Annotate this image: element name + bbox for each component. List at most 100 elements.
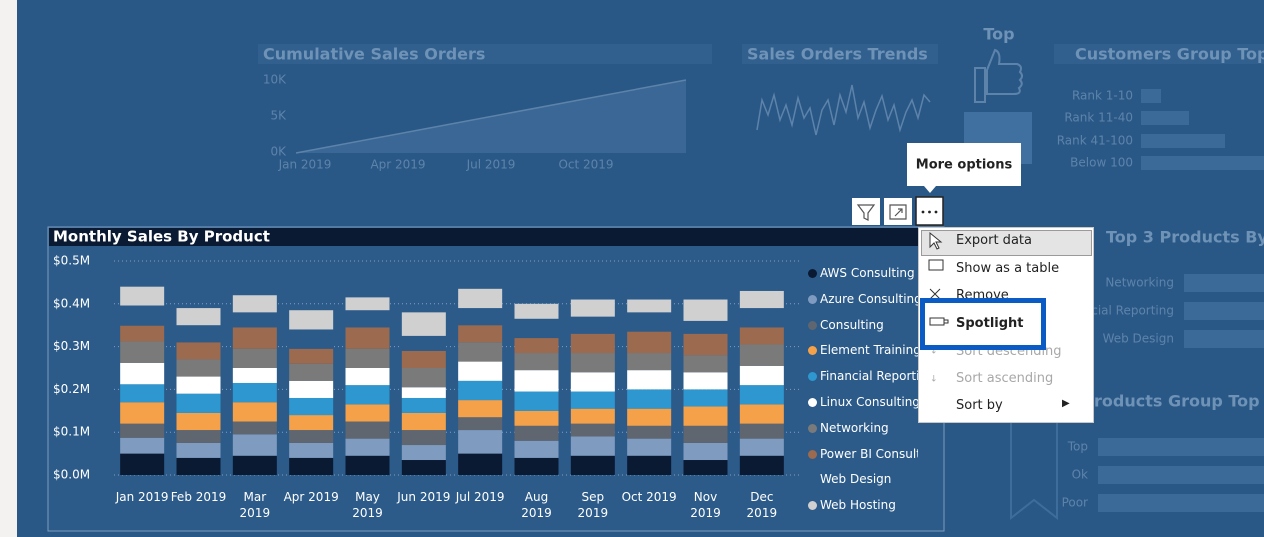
- axis-label: Jul 2019: [466, 158, 516, 172]
- bar-segment: [739, 385, 784, 405]
- x-tick-label: Dec 2019: [746, 490, 778, 520]
- filter-button[interactable]: [852, 198, 880, 225]
- bar-segment: [401, 387, 446, 398]
- legend-item: Web Hosting: [808, 496, 918, 514]
- bar-segment: [345, 421, 390, 439]
- bar-decoration: [1141, 156, 1264, 170]
- bar-segment: [739, 455, 784, 475]
- row-label: Networking: [1105, 276, 1174, 290]
- bar-segment: [120, 325, 165, 342]
- bar-segment: [627, 389, 672, 409]
- legend-swatch: [808, 449, 817, 459]
- panel-header: [258, 44, 712, 64]
- bar-segment: [683, 372, 728, 390]
- bar-segment: [120, 453, 165, 475]
- bar-segment: [120, 286, 165, 306]
- bar-segment: [570, 372, 615, 392]
- x-tick-label: May 2019: [352, 490, 383, 520]
- bar-segment: [289, 310, 334, 330]
- context-menu: [918, 227, 1094, 423]
- spotlight-highlight: [920, 298, 1046, 350]
- bar-segment: [570, 436, 615, 456]
- bar-segment: [739, 365, 784, 386]
- bar-segment: [627, 353, 672, 371]
- bar-segment: [232, 382, 277, 403]
- bar-segment: [683, 406, 728, 426]
- bar-segment: [739, 290, 784, 309]
- bar-segment: [458, 430, 503, 454]
- x-tick-label: Jul 2019: [455, 490, 505, 504]
- export-icon: [929, 231, 943, 250]
- menu-item[interactable]: Export data: [956, 233, 1032, 248]
- visual-title: roducts Group Top Ra: [1094, 392, 1264, 411]
- bar-segment: [683, 299, 728, 321]
- ribbon-icon: [1010, 407, 1058, 521]
- bar-segment: [683, 333, 728, 356]
- bar-segment: [345, 385, 390, 405]
- bar-segment: [401, 312, 446, 336]
- bar-segment: [458, 417, 503, 431]
- menu-item[interactable]: Spotlight: [956, 316, 1024, 331]
- y-tick-label: $0.2M: [53, 382, 90, 396]
- bar-segment: [176, 325, 221, 343]
- bar-segment: [627, 331, 672, 354]
- legend-label: Element Training: [820, 343, 918, 358]
- menu-item[interactable]: Sort ascending: [956, 371, 1054, 386]
- bar-segment: [289, 457, 334, 475]
- bar-segment: [401, 335, 446, 351]
- dot: [928, 210, 931, 214]
- bar-segment: [627, 438, 672, 456]
- bar-segment: [176, 376, 221, 394]
- tooltip: [907, 143, 1021, 186]
- focus-button[interactable]: [884, 198, 912, 225]
- bar-segment: [289, 363, 334, 381]
- bar-segment: [289, 329, 334, 349]
- bar-segment: [401, 397, 446, 413]
- y-tick-label: $0.3M: [53, 339, 90, 353]
- legend-item: Consulting: [808, 316, 918, 334]
- thumb-icon: [974, 48, 1023, 103]
- bar-segment: [683, 442, 728, 461]
- bar-segment: [401, 430, 446, 446]
- bar-segment: [514, 425, 559, 441]
- legend-swatch: [808, 398, 817, 407]
- bar-decoration: [1141, 111, 1189, 125]
- bar-segment: [458, 400, 503, 418]
- legend-label: Financial Reporting: [820, 369, 918, 384]
- legend-swatch: [808, 501, 817, 511]
- legend-item: Networking: [808, 419, 918, 437]
- bar-decoration: [1184, 330, 1264, 348]
- panel-header: [742, 44, 938, 64]
- x-tick-label: Feb 2019: [170, 490, 227, 504]
- row-label: Below 100: [1070, 156, 1133, 170]
- legend-swatch: [808, 320, 817, 330]
- bar-decoration: [1141, 134, 1225, 148]
- bar-segment: [514, 410, 559, 426]
- bar-decoration: [1098, 438, 1264, 456]
- bar-decoration: [1098, 494, 1264, 512]
- visual-title: Top 3 Products By Sa: [1106, 228, 1264, 247]
- bar-segment: [739, 438, 784, 456]
- bar-segment: [458, 342, 503, 362]
- legend-item: Linux Consulting: [808, 393, 918, 411]
- legend-label: Networking: [820, 420, 889, 435]
- x-tick-label: Jan 2019: [115, 490, 169, 504]
- bar-segment: [458, 453, 503, 475]
- bar-segment: [458, 288, 503, 309]
- focus-icon: [889, 204, 907, 220]
- x-tick-label: Sep 2019: [577, 490, 609, 520]
- dot: [934, 210, 938, 214]
- bar-segment: [176, 412, 221, 431]
- tooltip-pointer: [924, 186, 936, 193]
- bar-decoration: [1184, 302, 1264, 320]
- bar-segment: [120, 402, 165, 424]
- bar-segment: [739, 404, 784, 424]
- bar-segment: [232, 455, 277, 475]
- legend-item: AWS Consulting: [808, 264, 918, 282]
- axis-label: Apr 2019: [370, 158, 425, 172]
- axis-label: 5K: [270, 109, 287, 123]
- menu-item[interactable]: Show as a table: [956, 261, 1060, 276]
- bar-segment: [401, 368, 446, 388]
- menu-item[interactable]: Sort by: [956, 398, 1003, 413]
- plot: $0.0M $0.1M $0.2M $0.3M $0.4M $0.5M: [53, 254, 800, 482]
